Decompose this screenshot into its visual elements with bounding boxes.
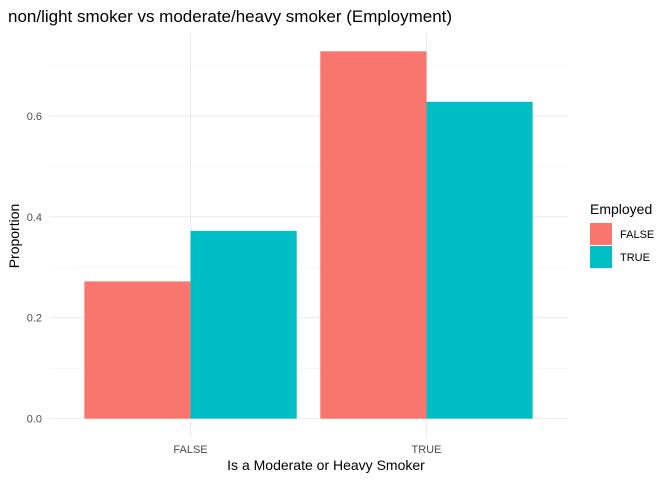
x-tick-label: FALSE (173, 444, 207, 456)
bar-false-true (190, 230, 297, 419)
y-tick-label: 0.0 (27, 414, 42, 426)
y-tick-label: 0.2 (27, 313, 42, 325)
bars (84, 51, 533, 419)
x-axis-title: Is a Moderate or Heavy Smoker (227, 457, 425, 473)
legend-title: Employed (590, 201, 652, 217)
legend-key-false (590, 223, 612, 245)
y-tick-labels: 0.0 0.2 0.4 0.6 (27, 111, 42, 426)
y-tick-label: 0.6 (27, 111, 42, 123)
y-tick-label: 0.4 (27, 212, 42, 224)
chart-title: non/light smoker vs moderate/heavy smoke… (8, 7, 452, 26)
bar-true-true (426, 101, 533, 419)
y-axis-title: Proportion (6, 204, 22, 269)
legend-items: FALSE TRUE (590, 223, 654, 268)
legend-key-true (590, 246, 612, 268)
legend-label-true: TRUE (620, 252, 650, 264)
legend: Employed FALSE TRUE (590, 201, 654, 268)
bar-true-false (320, 51, 427, 419)
x-tick-labels: FALSE TRUE (173, 444, 441, 456)
legend-label-false: FALSE (620, 229, 654, 241)
x-tick-label: TRUE (411, 444, 441, 456)
bar-false-false (84, 281, 191, 419)
